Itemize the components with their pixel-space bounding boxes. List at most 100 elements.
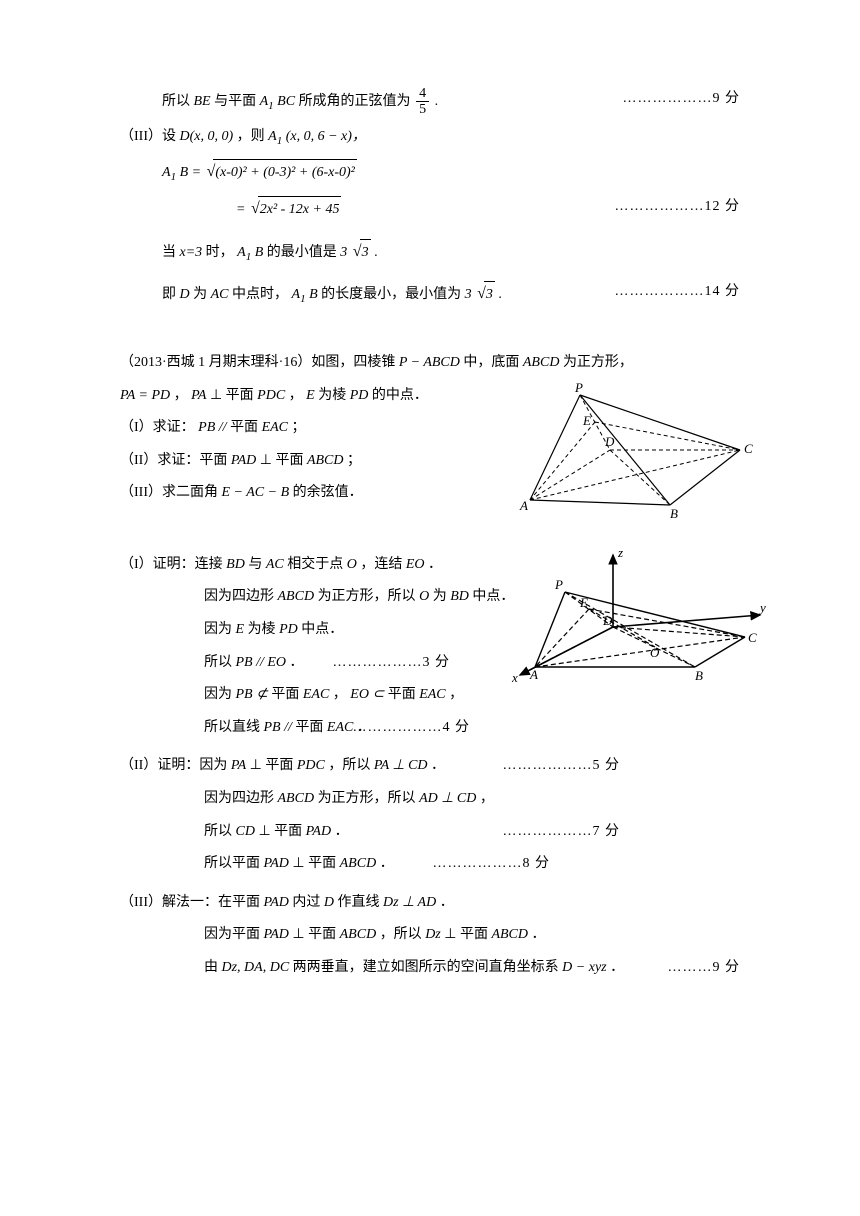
text: 时， [206,245,234,260]
var: ABCD [491,927,528,942]
line: A1 B = (x-0)² + (0-3)² + (6-x-0)² [120,157,740,188]
text: 作直线 [338,895,384,910]
var: EAC [262,420,288,435]
svg-text:B: B [670,506,678,520]
text: ． [440,895,454,910]
text: ，连结 [360,557,406,572]
var: PDC [297,758,325,773]
text: 因为四边形 [204,589,278,604]
line: （I）求证： PB // 平面 EAC ； [120,415,740,442]
text: ⊥ 平面 [292,927,339,942]
text: ⊥ 平面 [210,388,257,403]
line: （2013·西城 1 月期末理科·16）如图，四棱锥 P − ABCD 中，底面… [120,350,740,377]
line: 所以平面 PAD ⊥ 平面 ABCD ． 8 分 [120,851,740,878]
score-mark: 3 分 [333,650,451,677]
text: 平面 [388,687,420,702]
var: D − xyz [562,960,606,975]
var: 3 [465,287,472,302]
var: BD [226,557,245,572]
var: Dz ⊥ AD [383,895,436,910]
var: PAD [264,895,289,910]
text: 为棱 [248,622,280,637]
score-mark: 7 分 [503,819,621,846]
line: 所以 PB // EO ． 3 分 [120,650,740,677]
text: 的中点． [372,388,428,403]
text: 平面 [295,720,327,735]
var: PD [279,622,298,637]
var: Dz [425,927,441,942]
problem-block: （2013·西城 1 月期末理科·16）如图，四棱锥 P − ABCD 中，底面… [120,350,740,507]
text: 的最小值是 [267,245,341,260]
text: （III）求二面角 [120,485,222,500]
var: EAC [327,720,353,735]
var: A1 [237,245,251,260]
text: ⊥ 平面 [292,856,339,871]
text: ⊥ 平面 [250,758,297,773]
text: ， [333,687,351,702]
var: ABCD [278,791,315,806]
line: （II）求证：平面 PAD ⊥ 平面 ABCD ； [120,448,740,475]
var: B [255,245,264,260]
var: A1 [268,129,282,144]
var: E [306,388,315,403]
var: x=3 [180,245,203,260]
text: ⊥ 平面 [260,453,307,468]
var: E − AC − B [222,485,290,500]
text: ，所以 [328,758,374,773]
line: （III）设 D(x, 0, 0) ，则 A1 (x, 0, 6 − x)， [120,124,740,152]
text: 与 [248,557,266,572]
var: A1 [292,287,306,302]
text: ． [431,758,445,773]
line: 当 x=3 时， A1 B 的最小值是 3 3 . [120,237,740,268]
text: 为正方形， [563,355,633,370]
sqrt: 2x² - 12x + 45 [249,194,342,224]
var: EO [406,557,425,572]
text: （II）证明：因为 [120,758,231,773]
text: 即 [162,287,180,302]
var: E [236,622,245,637]
var: PB // [264,720,296,735]
text: 为正方形，所以 [318,589,420,604]
var: A1 [260,94,274,109]
var: PA = PD [120,388,170,403]
var: BC [277,94,295,109]
var: PB // [198,420,230,435]
text: （III）设 [120,129,180,144]
text: ， [449,687,463,702]
var: PB // EO [236,655,287,670]
text: 因为 [204,687,236,702]
var: ABCD [278,589,315,604]
score-mark: 9 分 [623,86,741,113]
text: ． [335,824,349,839]
score-mark: 14 分 [615,279,741,306]
text: ． [610,960,624,975]
line: 因为平面 PAD ⊥ 平面 ABCD ，所以 Dz ⊥ 平面 ABCD ． [120,922,740,949]
var: PAD [264,927,289,942]
text: 平面 [271,687,303,702]
line: 所以 BE 与平面 A1 BC 所成角的正弦值为 4 5 . 9 分 [120,86,740,118]
proof-block: （I）证明：连接 BD 与 AC 相交于点 O ，连结 EO ． 因为四边形 A… [120,552,740,982]
line: = 2x² - 12x + 45 12 分 [120,194,740,224]
var: PD [350,388,369,403]
text: 内过 [292,895,324,910]
text: 中，底面 [463,355,523,370]
score-mark: 12 分 [615,194,741,221]
text: 两两垂直，建立如图所示的空间直角坐标系 [293,960,563,975]
fraction: 4 5 [416,86,429,118]
var: PA [231,758,246,773]
text: 与平面 [214,94,260,109]
text: ， [174,388,192,403]
text: ， [289,388,307,403]
var: EAC [303,687,329,702]
text: 平面 [230,420,262,435]
text: ⊥ 平面 [444,927,491,942]
text: 相交于点 [287,557,347,572]
line: 所以 CD ⊥ 平面 PAD ． 7 分 [120,819,740,846]
var: PAD [306,824,331,839]
var: A1 [162,165,176,180]
score-mark: 4 分 [353,715,471,742]
var: P − ABCD [399,355,460,370]
text: 为 [433,589,451,604]
var: PAD [231,453,256,468]
line: （III）解法一：在平面 PAD 内过 D 作直线 Dz ⊥ AD ． [120,890,740,917]
